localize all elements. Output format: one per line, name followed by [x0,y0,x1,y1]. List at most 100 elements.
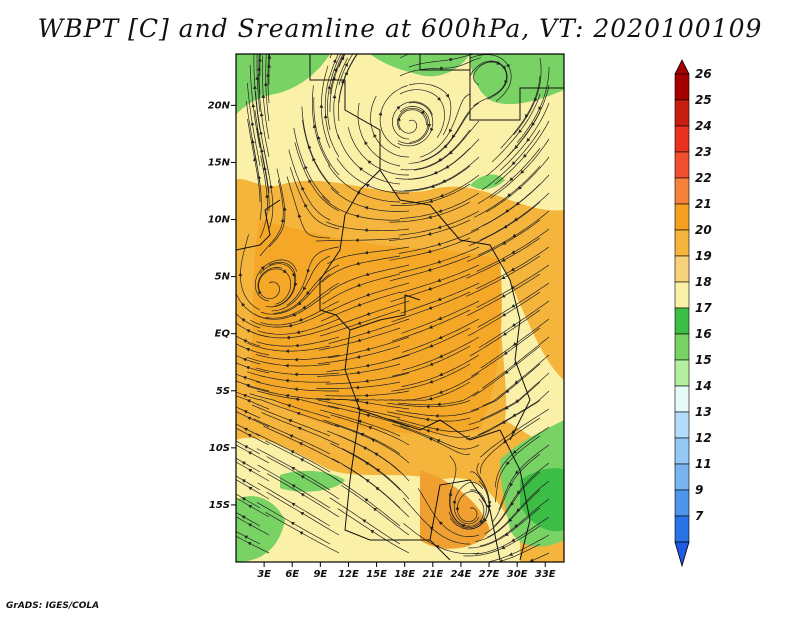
streamline-arrow [487,505,492,509]
streamline-arrow [437,225,442,229]
streamline-arrow [378,111,383,116]
streamline-arrow [344,62,348,67]
streamline-arrow [452,499,457,504]
border-6 [335,294,421,331]
streamline-arrow [436,259,441,264]
streamline-arrow [356,283,361,287]
streamline-arrow [439,372,444,377]
streamline-arrow [513,217,518,222]
border-4 [319,189,361,316]
streamline-arrow [436,402,441,407]
streamline [399,54,410,59]
streamline-arrow [443,144,448,149]
streamline-arrow [426,429,430,433]
colorbar-level-label: 13 [695,405,712,419]
streamline-arrow [448,492,453,496]
streamline-arrow [518,129,523,134]
streamline-arrow [294,357,298,362]
streamline-arrow [365,184,370,188]
streamline-arrow [242,376,247,380]
streamline-arrow [306,291,310,295]
streamline [256,54,261,113]
streamline-arrow [242,393,247,398]
streamline [253,54,261,131]
map-title: WBPT [C] and Sreamline at 600hPa, VT: 20… [37,14,763,43]
colorbar-level-label: 18 [695,275,712,289]
colorbar-segment [674,385,690,413]
streamline-arrow [374,452,379,457]
streamline-arrow [506,63,510,68]
colorbar-level-label: 17 [695,301,712,315]
streamline-arrow [241,497,246,501]
streamline-arrow [514,145,519,149]
streamline-arrow [245,366,250,370]
streamline-arrow [238,272,243,277]
streamline-arrow [302,286,307,291]
border-10 [429,479,501,561]
lat-tick-label: 5N [215,272,231,283]
streamline-arrow [434,427,439,432]
streamline-arrow [247,434,252,438]
streamline-arrow [508,518,513,523]
border-9 [344,409,451,561]
streamline-arrow [364,393,368,398]
lon-tick-label: 6E [285,569,299,580]
field-green-blob [280,470,345,492]
streamline-arrow [355,398,359,402]
colorbar-segment [674,73,690,101]
streamline-arrow [362,446,367,451]
streamline-arrow [294,387,298,392]
streamline-arrow [241,302,246,307]
streamline-arrow [285,349,289,354]
colorbar-segment [674,307,690,335]
colorbar-level-label: 9 [695,483,703,497]
streamline-arrow [373,507,378,512]
streamline-arrow [429,362,434,366]
country-borders [236,54,564,561]
streamline-arrow [371,438,376,443]
colorbar-segment [674,411,690,439]
streamline-arrow [263,82,268,86]
streamline-arrow [285,363,289,368]
streamline-arrow [483,518,487,523]
colorbar-segment [674,125,690,153]
streamline-arrow [501,545,506,550]
streamline-arrow [298,442,303,446]
streamline-arrow [244,535,249,540]
streamline-arrow [357,321,362,325]
border-12 [499,429,531,561]
streamline-arrow [429,379,434,384]
streamline [236,362,270,374]
streamline-arrow [498,559,503,562]
streamline-arrow [439,521,443,525]
streamline-arrow [357,338,361,343]
streamline-arrow [362,519,367,523]
streamline-arrow [506,461,510,466]
streamline-arrow [332,59,337,64]
streamline-arrow [285,378,289,383]
streamline-arrow [455,506,460,510]
streamline-arrow [511,304,516,308]
streamline-arrow [355,238,359,243]
colorbar-level-label: 25 [695,93,712,107]
colorbar-level-label: 26 [695,67,712,81]
colorbar-top-arrow [674,59,690,75]
streamline-arrow [510,267,515,271]
streamline-arrow [248,505,253,509]
streamline [337,54,358,122]
lat-tick-label: EQ [215,329,231,340]
colorbar-level-label: 14 [695,379,712,393]
streamline-arrow [253,85,257,89]
streamline-arrow [295,397,299,402]
streamline-arrow [438,354,443,358]
streamline-arrow [365,413,370,418]
streamline-arrow [292,312,297,317]
colorbar-level-label: 11 [695,457,712,471]
streamline-arrow [296,411,301,416]
streamline-arrow [300,475,305,479]
streamline-arrow [364,140,368,145]
lat-tick-label: 10N [208,215,231,226]
streamline-arrow [300,493,305,497]
lon-tick-label: 33E [535,569,556,580]
colorbar-segment [674,151,690,179]
